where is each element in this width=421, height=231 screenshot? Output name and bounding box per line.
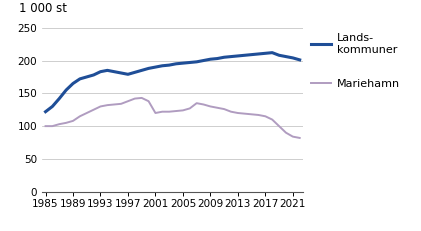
Mariehamn [84,112,89,114]
Lands-
kommuner [201,59,206,62]
Mariehamn [256,114,261,116]
Mariehamn [105,104,110,106]
Mariehamn [77,115,83,118]
Mariehamn [270,118,275,121]
Lands-
kommuner [77,78,83,80]
Lands-
kommuner [112,70,117,73]
Lands-
kommuner [57,97,62,100]
Lands-
kommuner [290,57,296,59]
Lands-
kommuner [256,53,261,55]
Lands-
kommuner [180,62,185,64]
Lands-
kommuner [187,61,192,64]
Mariehamn [290,135,296,138]
Mariehamn [112,103,117,106]
Lands-
kommuner [70,82,75,85]
Lands-
kommuner [242,54,247,57]
Mariehamn [57,123,62,125]
Lands-
kommuner [84,76,89,78]
Lands-
kommuner [167,64,172,67]
Lands-
kommuner [263,52,268,55]
Mariehamn [91,108,96,111]
Lands-
kommuner [229,55,234,58]
Mariehamn [64,122,69,124]
Mariehamn [70,119,75,122]
Mariehamn [119,102,124,105]
Lands-
kommuner [221,56,226,59]
Legend: Lands-
kommuner, Mariehamn: Lands- kommuner, Mariehamn [311,33,400,89]
Mariehamn [221,108,226,110]
Lands-
kommuner [146,67,151,70]
Lands-
kommuner [249,53,254,56]
Lands-
kommuner [235,55,240,57]
Mariehamn [215,106,220,109]
Mariehamn [98,105,103,108]
Mariehamn [167,110,172,113]
Mariehamn [50,125,55,128]
Mariehamn [208,105,213,108]
Lands-
kommuner [215,57,220,60]
Mariehamn [125,100,131,103]
Mariehamn [263,115,268,118]
Lands-
kommuner [160,64,165,67]
Lands-
kommuner [64,89,69,91]
Mariehamn [180,109,185,112]
Lands-
kommuner [297,58,302,61]
Mariehamn [139,97,144,99]
Mariehamn [153,112,158,114]
Lands-
kommuner [283,55,288,58]
Lands-
kommuner [173,62,179,65]
Lands-
kommuner [208,58,213,61]
Mariehamn [297,137,302,139]
Lands-
kommuner [119,72,124,74]
Lands-
kommuner [105,69,110,72]
Mariehamn [249,113,254,116]
Mariehamn [132,97,137,100]
Mariehamn [242,112,247,115]
Mariehamn [160,110,165,113]
Mariehamn [43,125,48,128]
Lands-
kommuner [50,105,55,108]
Mariehamn [283,131,288,134]
Lands-
kommuner [98,70,103,73]
Mariehamn [173,110,179,112]
Line: Mariehamn: Mariehamn [45,98,300,138]
Lands-
kommuner [270,51,275,54]
Lands-
kommuner [43,110,48,113]
Lands-
kommuner [125,73,131,76]
Mariehamn [229,110,234,113]
Mariehamn [201,103,206,106]
Mariehamn [235,112,240,114]
Mariehamn [277,125,282,128]
Mariehamn [146,100,151,103]
Lands-
kommuner [132,71,137,74]
Text: 1 000 st: 1 000 st [19,2,67,15]
Mariehamn [187,107,192,110]
Mariehamn [194,102,199,105]
Line: Lands-
kommuner: Lands- kommuner [45,53,300,112]
Lands-
kommuner [277,54,282,57]
Lands-
kommuner [153,66,158,68]
Lands-
kommuner [91,73,96,76]
Lands-
kommuner [194,61,199,63]
Lands-
kommuner [139,69,144,72]
